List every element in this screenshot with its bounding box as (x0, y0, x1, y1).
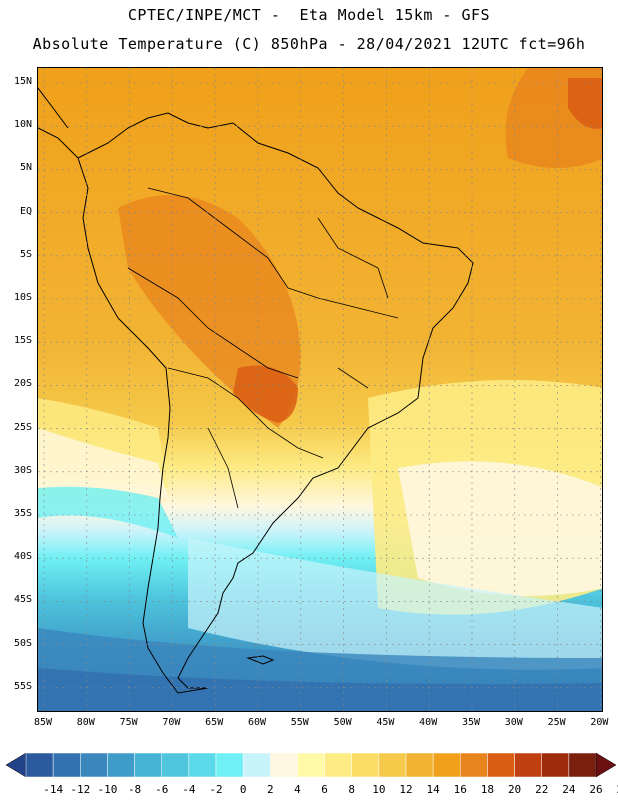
temp-band-pacific-8 (38, 428, 168, 498)
lat-label: 10N (13, 119, 32, 131)
colorbar-swatch (487, 752, 515, 778)
temp-hot-core (233, 365, 298, 423)
temp-band-pacific-2 (38, 486, 178, 538)
central-america-coast (38, 87, 79, 159)
colorbar-label: -10 (97, 783, 118, 796)
colorbar-swatch (188, 752, 217, 778)
colorbar-arrow-high (595, 752, 617, 778)
lon-label: 65W (205, 717, 224, 728)
lat-label: 35S (13, 508, 32, 519)
colorbar-swatch (80, 752, 108, 778)
colorbar-label: 8 (348, 783, 356, 796)
lat-label: 25S (13, 421, 32, 433)
lon-label: 60W (247, 717, 267, 728)
lat-label: 20S (13, 378, 32, 390)
colorbar-label: -12 (70, 783, 91, 796)
colorbar-swatch (242, 752, 271, 778)
colorbar-label: 20 (507, 783, 522, 796)
colorbar-label: 14 (426, 783, 440, 796)
colorbar-swatch (25, 752, 54, 778)
lat-label: 10S (13, 292, 32, 303)
lon-label: 30W (504, 717, 523, 728)
lon-label: 75W (119, 717, 138, 728)
colorbar-label: 22 (535, 783, 549, 796)
colorbar-label: -4 (182, 783, 196, 796)
lon-label: 45W (376, 717, 395, 728)
colorbar-swatch (514, 752, 542, 778)
lat-label: 50S (13, 637, 32, 649)
lat-label: 40S (13, 551, 32, 563)
chart-title: CPTEC/INPE/MCT - Eta Model 15km - GFS (127, 6, 491, 24)
colorbar-label: 2 (266, 783, 274, 796)
colorbar-label: 0 (239, 783, 247, 796)
colorbar-swatch (270, 752, 298, 778)
colorbar-label: 10 (372, 783, 386, 796)
colorbar-swatch (52, 752, 81, 778)
lon-label: 35W (461, 717, 481, 728)
colorbar-label: -14 (43, 783, 64, 796)
colorbar-swatch (568, 752, 597, 778)
colorbar-label: 26 (589, 783, 603, 796)
lat-label: 30S (13, 464, 32, 476)
colorbar-swatch (324, 752, 352, 778)
colorbar-swatch (107, 752, 135, 778)
colorbar-label: -2 (209, 783, 223, 796)
colorbar-swatch (541, 752, 570, 778)
colorbar-swatch (432, 752, 461, 778)
colorbar-label: 28 (608, 783, 618, 796)
lat-label: 15S (13, 335, 32, 347)
colorbar-swatch (378, 752, 407, 778)
colorbar-label: 24 (562, 783, 576, 796)
lon-label: 85W (33, 717, 53, 728)
lat-label: 5N (19, 162, 32, 174)
colorbar (5, 752, 617, 778)
lat-label: EQ (19, 205, 32, 217)
temp-band-4 (188, 538, 602, 670)
colorbar-swatch (161, 752, 190, 778)
lon-label: 40W (419, 717, 438, 728)
map-canvas (38, 68, 602, 711)
temp-band-8 (398, 461, 602, 596)
lon-label: 70W (162, 717, 181, 728)
temp-hottest-atlantic (568, 78, 602, 129)
colorbar-swatch (215, 752, 244, 778)
lat-label: 55S (13, 680, 32, 692)
colorbar-label: 12 (399, 783, 413, 796)
colorbar-label: 4 (294, 783, 301, 796)
country-borders (127, 187, 399, 509)
coastline (77, 112, 474, 694)
colorbar-swatch (405, 752, 434, 778)
colorbar-swatch (460, 752, 488, 778)
colorbar-label: 18 (480, 783, 495, 796)
colorbar-swatch (134, 752, 162, 778)
lon-label: 20W (590, 717, 609, 728)
colorbar-label: -6 (155, 783, 169, 796)
colorbar-swatch (297, 752, 325, 778)
graticule (38, 68, 602, 711)
lon-label: 25W (547, 717, 566, 728)
lat-label: 5S (19, 248, 32, 260)
temperature-map (37, 67, 603, 712)
colorbar-swatch (351, 752, 380, 778)
colorbar-label: -8 (127, 783, 142, 796)
colorbar-arrow-low (5, 752, 27, 778)
chart-subtitle: Absolute Temperature (C) 850hPa - 28/04/… (32, 35, 586, 53)
lon-label: 55W (290, 717, 309, 728)
colorbar-label: 16 (453, 783, 467, 796)
lat-label: 15N (13, 76, 32, 87)
lon-label: 80W (76, 717, 95, 728)
colorbar-label: 6 (321, 783, 328, 796)
lat-label: 45S (13, 594, 32, 606)
lon-label: 50W (333, 717, 352, 728)
